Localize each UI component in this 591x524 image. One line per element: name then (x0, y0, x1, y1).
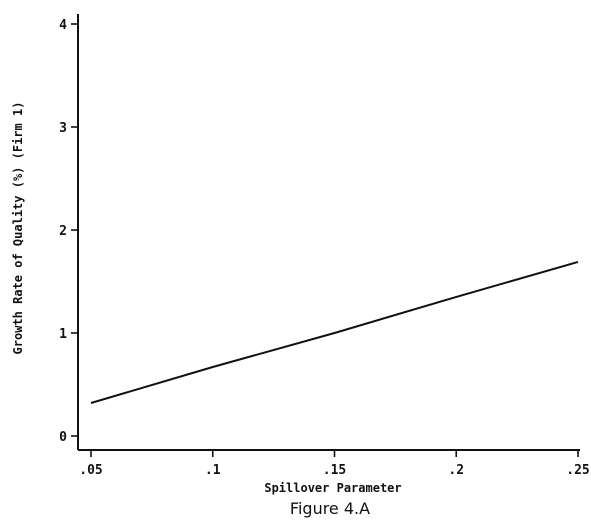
series (90, 260, 579, 404)
series-line (90, 260, 579, 404)
axes (77, 14, 580, 451)
x-tick-label: .2 (448, 463, 464, 478)
x-tick-label: .25 (566, 463, 589, 478)
y-tick-label: 0 (59, 430, 67, 445)
ticks: .05 .1 .15 .2 .25 0 1 2 3 4 (59, 18, 590, 478)
x-tick-label: .05 (79, 463, 102, 478)
y-tick-label: 3 (59, 121, 67, 136)
figure-caption: Figure 4.A (290, 499, 370, 518)
x-tick-label: .1 (205, 463, 221, 478)
x-tick-label: .15 (323, 463, 346, 478)
x-axis-title: Spillover Parameter (264, 481, 401, 495)
y-tick-label: 1 (59, 327, 67, 342)
y-tick-label: 4 (59, 18, 67, 33)
y-tick-label: 2 (59, 224, 67, 239)
y-axis-title: Growth Rate of Quality (%) (Firm 1) (11, 102, 25, 355)
